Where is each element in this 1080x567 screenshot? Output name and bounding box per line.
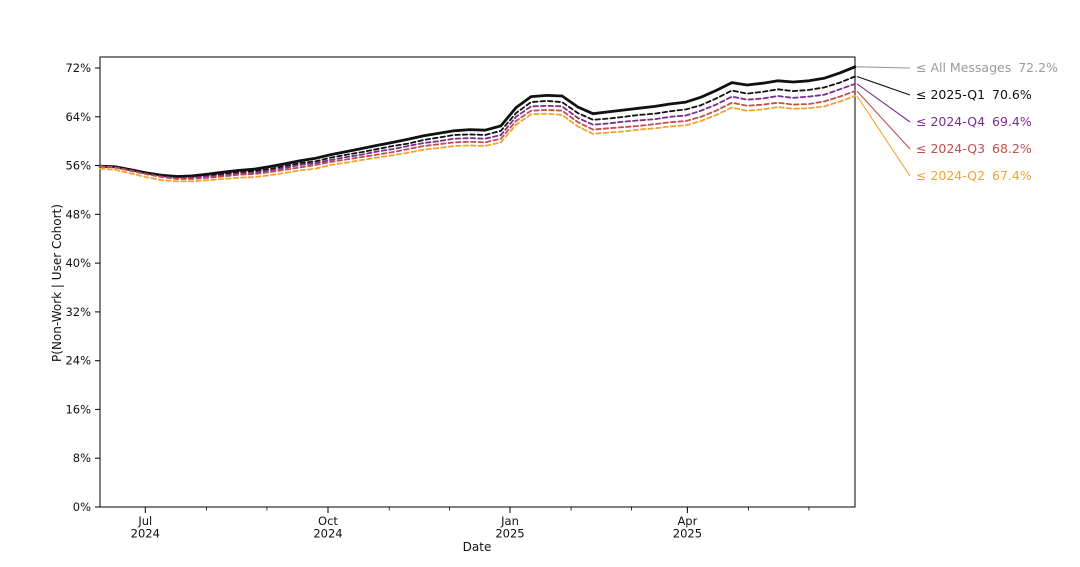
y-tick-label: 16%	[65, 402, 91, 416]
legend-label-2024-q2: ≤ 2024-Q2 67.4%	[916, 168, 1032, 183]
legend-leader-all-messages	[856, 66, 911, 69]
x-tick-label: Apr 2025	[673, 514, 702, 541]
series-line-2025-q1	[99, 75, 856, 179]
legend-label-2025-q1: ≤ 2025-Q1 70.6%	[916, 87, 1032, 102]
y-axis-label: P(Non-Work | User Cohort)	[50, 204, 64, 362]
y-tick-label: 32%	[65, 305, 91, 319]
y-tick-label: 8%	[73, 451, 91, 465]
series-line-2024-q2	[99, 95, 856, 183]
y-tick-label: 64%	[65, 110, 91, 124]
legend-label-all-messages: ≤ All Messages 72.2%	[916, 60, 1058, 75]
series-line-2024-q3	[99, 90, 856, 180]
legend-leader-2025-q1	[856, 75, 911, 96]
legend-label-2024-q4: ≤ 2024-Q4 69.4%	[916, 114, 1032, 129]
y-tick-label: 0%	[73, 500, 91, 514]
y-tick-label: 40%	[65, 256, 91, 270]
legend-leader-2024-q4	[856, 83, 911, 123]
y-tick-label: 72%	[65, 61, 91, 75]
x-axis-label: Date	[462, 540, 492, 554]
y-tick-label: 56%	[65, 159, 91, 173]
x-tick-label: Jul 2024	[131, 514, 160, 541]
legend-leader-2024-q2	[856, 95, 911, 177]
legend-label-2024-q3: ≤ 2024-Q3 68.2%	[916, 141, 1032, 156]
y-tick-label: 24%	[65, 354, 91, 368]
y-tick-label: 48%	[65, 207, 91, 221]
x-tick-label: Oct 2024	[313, 514, 342, 541]
series-line-all-messages	[98, 65, 857, 178]
plot-frame	[99, 56, 856, 508]
x-tick-label: Jan 2025	[495, 514, 524, 541]
series-line-2024-q4	[99, 82, 856, 180]
legend-leader-2024-q3	[856, 90, 911, 150]
